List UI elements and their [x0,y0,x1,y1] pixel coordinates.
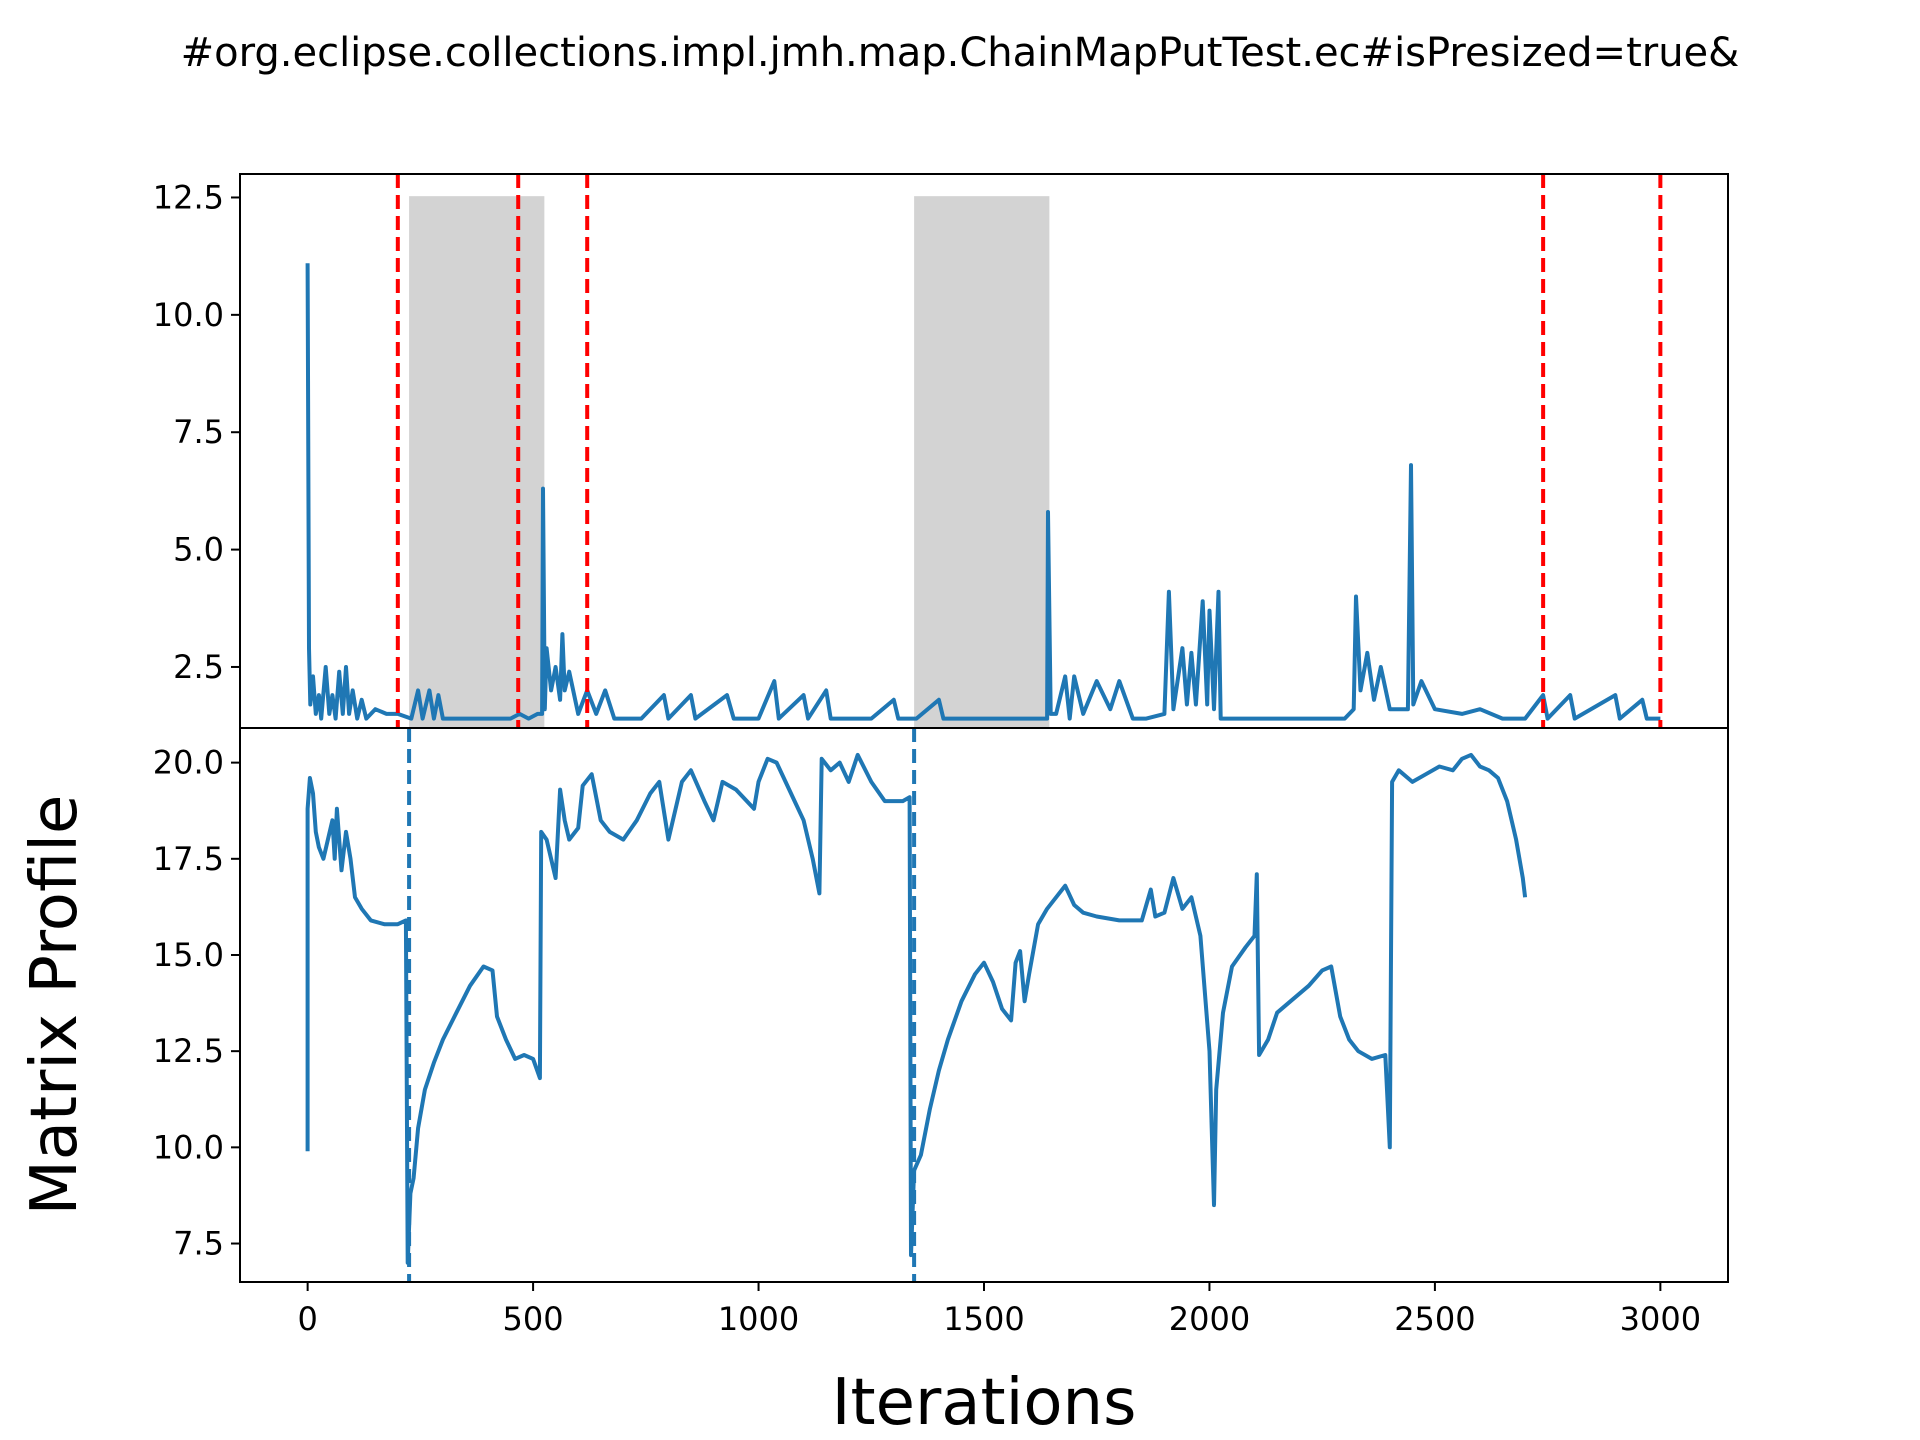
bottom-x-ticks: 0 500 1000 1500 2000 2500 3000 [297,1282,1701,1338]
top-panel: 2.5 5.0 7.5 10.0 12.5 [153,173,1729,729]
bottom-y-ticks: 7.5 10.0 12.5 15.0 17.5 20.0 [153,744,240,1263]
y-axis-label: Matrix Profile [18,795,92,1216]
top-y-tick-label: 2.5 [173,648,224,686]
top-y-tick-label: 12.5 [153,178,224,216]
x-tick-label: 0 [297,1300,317,1338]
bottom-y-tick-label: 20.0 [153,744,224,782]
bottom-series-line [305,752,1528,1265]
shaded-region [914,196,1050,728]
figure-title: #org.eclipse.collections.impl.jmh.map.Ch… [181,30,1740,76]
bottom-y-tick-label: 15.0 [153,936,224,974]
top-series-path [305,263,1661,721]
x-tick-label: 500 [503,1300,564,1338]
shaded-region [409,196,545,728]
bottom-panel: 7.5 10.0 12.5 15.0 17.5 20.0 0 500 1000 1500 2000… [153,727,1729,1338]
x-tick-label: 3000 [1620,1300,1701,1338]
top-shaded-regions [409,196,1050,728]
top-y-tick-label: 10.0 [153,296,224,334]
bottom-dashed-markers [407,728,917,1282]
x-axis-label: Iterations [832,1366,1137,1440]
top-changepoint-lines [395,174,1663,728]
bottom-y-tick-label: 7.5 [173,1225,224,1263]
x-tick-label: 2500 [1394,1300,1475,1338]
bottom-y-tick-label: 17.5 [153,840,224,878]
top-y-tick-label: 7.5 [173,413,224,451]
top-series-line [305,263,1661,721]
bottom-y-tick-label: 12.5 [153,1032,224,1070]
x-tick-label: 1000 [718,1300,799,1338]
x-tick-label: 2000 [1169,1300,1250,1338]
bottom-y-tick-label: 10.0 [153,1128,224,1166]
bottom-axes-frame [239,727,1729,1283]
x-tick-label: 1500 [943,1300,1024,1338]
top-y-tick-label: 5.0 [173,531,224,569]
bottom-series-path [305,752,1528,1265]
top-y-ticks: 2.5 5.0 7.5 10.0 12.5 [153,178,240,686]
